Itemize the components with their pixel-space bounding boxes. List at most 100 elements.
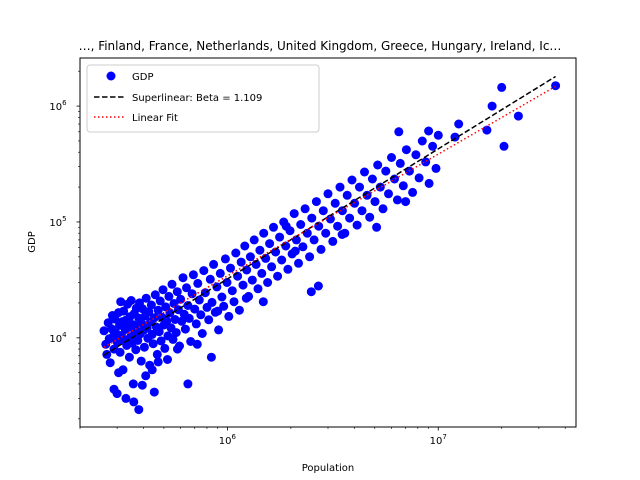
gdp-point [321,228,331,238]
gdp-point [190,304,200,314]
gdp-point [387,153,396,162]
gdp-point [112,337,122,347]
y-tick-label: 106 [49,99,67,113]
gdp-point [212,282,222,292]
linear-fit-line [103,85,556,348]
gdp-point [325,214,335,224]
gdp-point [199,266,209,276]
gdp-point [267,262,277,272]
gdp-point [193,278,203,288]
gdp-point [367,174,377,184]
gdp-point [269,222,278,232]
gdp-point [226,263,235,273]
gdp-point [141,293,151,303]
gdp-point [296,220,306,229]
gdp-point [513,111,523,121]
gdp-point [249,235,259,245]
gdp-point [177,316,187,326]
gdp-point [153,357,163,367]
gdp-point [362,190,372,200]
gdp-point [241,293,251,303]
gdp-point [291,235,301,245]
gdp-point [421,157,431,167]
gdp-point [401,145,411,155]
gdp-point [424,178,434,188]
gdp-point [414,173,424,183]
gdp-point [370,197,380,207]
gdp-point [119,306,129,316]
legend-gdp-marker [106,71,116,81]
gdp-point [147,365,157,375]
gdp-point [345,213,355,223]
gdp-point [394,127,404,137]
gdp-point [265,239,275,249]
gdp-point [187,289,197,299]
gdp-point [162,316,172,326]
gdp-point [281,221,291,231]
x-axis-ticks: 106 107 [79,427,566,447]
gdp-point [482,125,492,135]
gdp-point [300,204,310,214]
gdp-point [149,387,159,397]
gdp-point [240,241,250,251]
gdp-point [357,206,367,216]
gdp-point [337,206,347,216]
gdp-point [271,247,281,257]
gdp-point [408,187,418,197]
gdp-point [431,163,441,173]
gdp-point [131,345,141,355]
gdp-point [156,336,166,346]
gdp-point [247,275,257,285]
gdp-point [173,344,182,354]
gdp-point [148,339,158,349]
gdp-point [245,252,255,262]
gdp-point [109,384,119,394]
legend-linear-label: Linear Fit [132,113,178,124]
gdp-point [141,371,151,381]
y-axis-ticks: 104 105 106 [49,70,80,420]
gdp-point [204,315,214,325]
gdp-point [323,189,333,199]
gdp-point [306,287,316,297]
gdp-point [309,235,319,245]
gdp-point [213,306,223,316]
gdp-point [497,82,507,92]
gdp-point [99,326,109,336]
gdp-point [129,397,139,407]
y-tick-label: 105 [49,215,66,229]
gdp-point [209,259,219,269]
gdp-point [372,222,382,232]
gdp-point [191,319,201,329]
gdp-point [134,405,144,415]
gdp-point [417,136,427,146]
gdp-point [355,182,364,192]
gdp-point [433,130,443,140]
gdp-point [231,248,241,258]
legend-superlinear-label: Superlinear: Beta = 1.109 [132,93,262,104]
y-axis-label: GDP [27,231,38,252]
gdp-point [196,310,206,320]
x-axis-label: Population [302,463,355,474]
gdp-point [163,355,172,364]
gdp-point [283,264,293,274]
gdp-point [188,270,198,280]
gdp-point [168,334,178,344]
gdp-point [146,300,156,310]
gdp-point [155,296,165,306]
gdp-point [337,230,347,239]
gdp-point [160,343,170,353]
gdp-point [253,284,263,294]
x-tick-label: 106 [219,433,237,447]
gdp-point [121,393,131,403]
fit-lines [103,75,556,356]
gdp-point [172,287,182,297]
gdp-point [373,160,383,170]
superlinear-fit-line [103,75,556,356]
gdp-point [152,349,162,359]
gdp-point [229,297,239,307]
gdp-point [259,228,269,238]
gdp-point [333,221,343,231]
gdp-point [263,278,273,287]
legend-gdp-label: GDP [132,72,153,83]
gdp-point [234,305,244,315]
